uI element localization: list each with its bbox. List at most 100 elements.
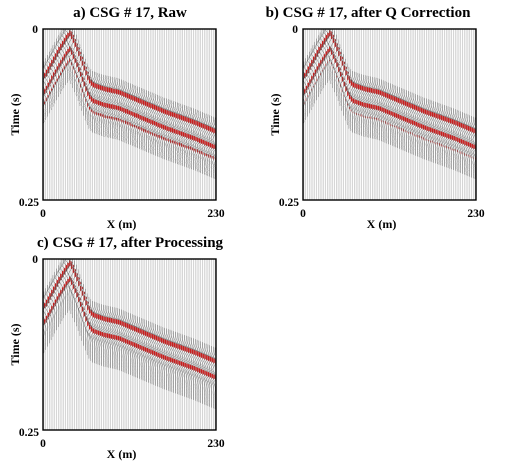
x-tick-label: 0	[300, 208, 306, 220]
wavelet-fill	[171, 127, 175, 134]
wiggle	[48, 48, 55, 111]
wiggle	[79, 279, 86, 341]
y-tick-label: 0	[32, 24, 38, 36]
wiggle	[46, 281, 53, 344]
wavelet-fill	[119, 118, 121, 122]
wiggle	[303, 58, 310, 120]
wiggle	[68, 259, 75, 314]
y-tick-label: 0	[32, 254, 38, 266]
wavelet-fill	[88, 107, 91, 111]
wiggle	[44, 285, 52, 347]
wavelet-fill	[356, 99, 360, 105]
x-tick-label: 230	[207, 438, 225, 450]
wavelet-fill	[182, 144, 184, 148]
wiggle	[212, 117, 216, 180]
wiggle	[70, 29, 77, 89]
wiggle	[46, 51, 54, 114]
wiggle	[62, 29, 70, 86]
wiggle	[337, 44, 344, 106]
y-axis-label: Time (s)	[268, 93, 282, 135]
wiggle	[82, 288, 89, 351]
wavelet-fill	[175, 141, 177, 145]
wavelet-fill	[117, 118, 119, 123]
wiggle	[308, 48, 315, 111]
chart-title: a) CSG # 17, Raw	[73, 5, 187, 21]
wiggle	[64, 259, 71, 313]
wavelet-fill	[150, 131, 152, 135]
wiggle	[52, 41, 59, 104]
x-tick-label: 230	[207, 208, 225, 220]
trace-group	[43, 259, 216, 430]
trace-group	[43, 29, 216, 200]
wavelet-fill	[115, 117, 118, 121]
wiggle	[53, 268, 61, 331]
wiggle	[330, 29, 337, 89]
wiggle	[304, 55, 312, 117]
wavelet-fill	[51, 88, 53, 92]
wavelet-fill	[177, 142, 179, 146]
wavelet-fill	[52, 84, 55, 89]
wiggle	[43, 58, 50, 120]
wiggle	[77, 274, 84, 336]
wavelet-fill	[96, 99, 100, 105]
wiggle	[70, 259, 77, 319]
y-tick-label: 0.25	[19, 197, 39, 209]
wiggle	[80, 284, 88, 346]
wavelet-fill	[162, 137, 165, 141]
wiggle	[75, 269, 82, 331]
chart-title: b) CSG # 17, after Q Correction	[266, 5, 471, 21]
wiggle	[342, 58, 349, 121]
wiggle	[73, 264, 80, 327]
wiggle	[78, 49, 86, 111]
x-tick-label: 0	[40, 208, 46, 220]
wavelet-fill	[114, 117, 116, 121]
x-axis-label: X (m)	[107, 447, 137, 461]
wavelet-fill	[61, 68, 64, 73]
wavelet-fill	[110, 116, 112, 120]
x-axis-label: X (m)	[107, 217, 137, 231]
y-tick-label: 0.25	[279, 197, 299, 209]
wiggle	[52, 271, 59, 334]
wiggle	[212, 347, 216, 410]
wavelet-fill	[338, 79, 339, 82]
y-tick-label: 0	[292, 24, 298, 36]
wiggle	[312, 41, 319, 104]
wiggle	[82, 58, 89, 121]
plot-frame	[42, 28, 217, 201]
x-tick-label: 230	[467, 208, 485, 220]
wavelet-fill	[188, 145, 190, 150]
wiggle	[328, 29, 335, 84]
wiggle	[472, 117, 476, 180]
wiggle	[310, 45, 317, 107]
wavelet-fill	[135, 125, 137, 129]
wiggle	[64, 29, 72, 83]
wavelet-fill	[143, 128, 145, 133]
y-tick-label: 0.25	[19, 427, 39, 439]
x-tick-label: 0	[40, 438, 46, 450]
wiggle	[48, 278, 55, 341]
wiggle	[71, 260, 79, 323]
wiggle	[306, 51, 313, 114]
plot-frame	[42, 258, 217, 431]
wavelet-fill	[211, 156, 213, 160]
wiggle	[324, 29, 332, 83]
wiggle	[68, 29, 75, 84]
wavelet-fill	[123, 120, 125, 124]
wiggle	[77, 44, 84, 106]
plot-frame	[302, 28, 477, 201]
wiggle	[57, 262, 64, 325]
wiggle	[335, 39, 342, 101]
wiggle	[73, 34, 81, 97]
y-axis-label: Time (s)	[8, 93, 22, 135]
wiggle	[75, 39, 82, 102]
wiggle	[71, 30, 79, 93]
chart-title: c) CSG # 17, after Processing	[37, 235, 224, 251]
wiggle	[43, 288, 50, 350]
wiggle	[340, 54, 348, 116]
wavelet-fill	[128, 121, 130, 126]
trace-group	[303, 29, 476, 200]
